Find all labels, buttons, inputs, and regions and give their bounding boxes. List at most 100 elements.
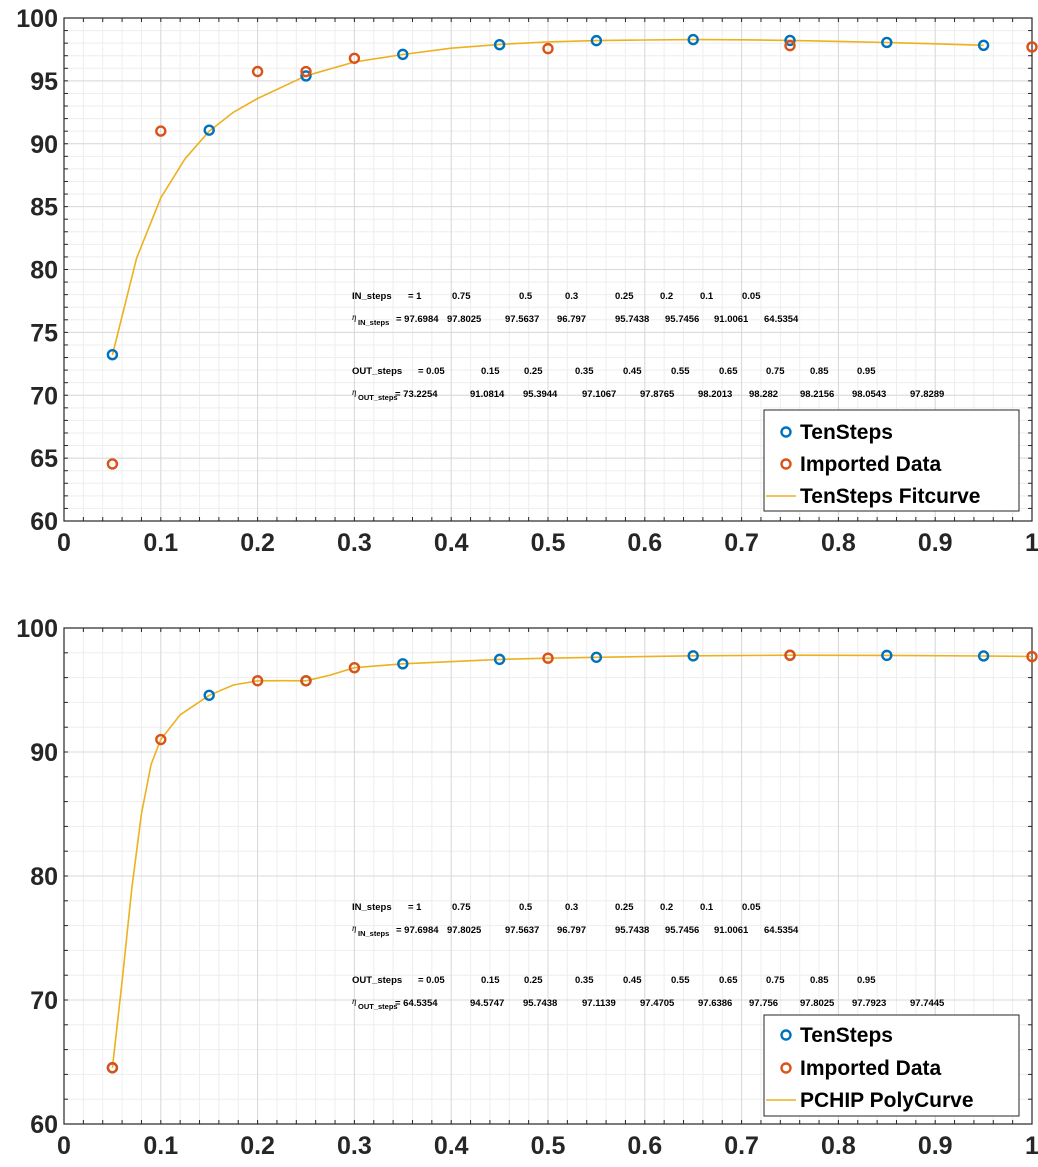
- eta-in-value: 91.0061: [714, 925, 749, 936]
- y-tick-label: 70: [30, 382, 58, 410]
- tensteps-series: [106, 33, 990, 361]
- eta-in-value: 95.7438: [615, 314, 649, 325]
- in-steps-value: 0.5: [519, 291, 533, 302]
- eta-out-value: 97.8025: [800, 998, 835, 1009]
- imported-data-point: [251, 675, 264, 687]
- eta-in-value: 95.7456: [665, 314, 699, 325]
- y-tick-label: 90: [30, 739, 58, 767]
- legend-label: Imported Data: [800, 1057, 942, 1080]
- imported-data-point: [542, 652, 554, 664]
- out-steps-value: 0.75: [766, 366, 785, 377]
- eta-out-value: 97.6386: [698, 998, 732, 1009]
- eta-in-value: 95.7438: [615, 925, 649, 936]
- imported-data-point: [1026, 650, 1038, 663]
- out-steps-value: 0.25: [524, 975, 543, 986]
- in-steps-value: 0.75: [452, 902, 471, 913]
- y-tick-label: 80: [30, 257, 58, 285]
- in-steps-value: 0.1: [700, 291, 714, 302]
- out-steps-value: 0.95: [857, 975, 876, 986]
- in-steps-value: 0.3: [565, 902, 578, 913]
- imported-data-point: [155, 125, 167, 137]
- tensteps-point: [106, 348, 119, 361]
- out-steps-value: = 0.05: [418, 975, 445, 986]
- legend: TenSteps Imported Data PCHIP PolyCurve: [763, 1014, 1020, 1117]
- out-steps-value: 0.55: [671, 975, 690, 986]
- legend-label: PCHIP PolyCurve: [800, 1089, 974, 1112]
- eta-out-value: 91.0814: [470, 389, 505, 400]
- x-tick-label: 1: [1025, 1132, 1038, 1160]
- tensteps-point: [203, 124, 215, 136]
- out-steps-value: 0.85: [810, 975, 829, 986]
- x-tick-label: 0.8: [821, 1132, 856, 1160]
- x-tick-label: 0.4: [434, 529, 469, 557]
- in-steps-value: 0.5: [519, 902, 533, 913]
- x-tick-label: 0.6: [627, 1132, 662, 1160]
- eta-in-value: 95.7456: [665, 925, 699, 936]
- imported-data-point: [155, 733, 167, 746]
- eta-out-value: 97.7445: [910, 998, 945, 1009]
- y-tick-label: 85: [30, 194, 58, 222]
- in-steps-value: 0.25: [615, 291, 634, 302]
- eta-out-value: = 73.2254: [395, 389, 438, 400]
- eta-out-value: 98.282: [749, 389, 778, 400]
- out-steps-label: OUT_steps: [352, 975, 402, 986]
- imported-data-point: [542, 42, 554, 55]
- legend-label: TenSteps Fitcurve: [800, 485, 981, 508]
- y-tick-label: 75: [30, 319, 58, 347]
- eta-in-value: 97.8025: [447, 314, 482, 325]
- eta-in-value: 97.5637: [505, 314, 539, 325]
- eta-in-value: 97.8025: [447, 925, 482, 936]
- x-tick-label: 0.7: [724, 529, 759, 557]
- tensteps-point: [784, 34, 796, 47]
- x-tick-label: 1: [1025, 529, 1038, 557]
- y-tick-label: 90: [30, 131, 58, 159]
- legend-label: TenSteps: [800, 421, 893, 444]
- y-tick-label: 65: [30, 445, 58, 473]
- eta-in-value: 64.5354: [764, 314, 799, 325]
- tensteps-point: [977, 650, 990, 662]
- imported-data-point: [348, 662, 361, 674]
- eta-out-value: 97.756: [749, 998, 778, 1009]
- out-steps-value: 0.15: [481, 975, 500, 986]
- tensteps-point: [687, 33, 699, 46]
- out-steps-value: 0.85: [810, 366, 829, 377]
- eta-out-value: 97.1139: [582, 998, 616, 1009]
- eta-out-value: 98.2013: [698, 389, 732, 400]
- imported-data-point: [348, 52, 361, 64]
- in-steps-label: IN_steps: [352, 902, 392, 913]
- eta-in-value: 91.0061: [714, 314, 749, 325]
- imported-data-point: [300, 65, 312, 78]
- eta-in-value: 96.797: [557, 314, 586, 325]
- eta-in-value: = 97.6984: [396, 314, 439, 325]
- x-tick-label: 0.5: [531, 529, 566, 557]
- imported-data-point: [300, 675, 312, 687]
- eta-in-value: 64.5354: [764, 925, 799, 936]
- chart-bottom: 60 70 80 90 100 0 0.1 0.2 0.3 0.4 0.5 0.6 0.7 0.8 0.9 1…: [16, 615, 1038, 1160]
- legend: TenSteps Imported Data TenSteps Fitcurve: [763, 409, 1020, 512]
- annotation-block: IN_steps = 1 0.75 0.5 0.3 0.25 0.2 0.1 0.05ηIN_s…: [352, 902, 945, 1011]
- eta-in-subscript: IN_steps: [358, 318, 389, 327]
- annotation-block: IN_steps = 1 0.75 0.5 0.3 0.25 0.2 0.1 0.05ηIN_s…: [352, 291, 944, 402]
- eta-out-value: 95.7438: [523, 998, 557, 1009]
- eta-out-value: 97.8765: [640, 389, 675, 400]
- x-tick-label: 0.8: [821, 529, 856, 557]
- legend-marker: [780, 1062, 792, 1074]
- imported-data-point: [106, 458, 119, 470]
- y-tick-label: 80: [30, 863, 58, 891]
- tensteps-point: [300, 70, 312, 82]
- legend-marker: [780, 426, 792, 438]
- out-steps-value: 0.25: [524, 366, 543, 377]
- x-tick-label: 0.9: [918, 1132, 953, 1160]
- y-tick-label: 95: [30, 68, 58, 96]
- imported-data-point: [251, 65, 264, 78]
- out-steps-value: = 0.05: [418, 366, 445, 377]
- legend-box: [763, 1014, 1020, 1117]
- eta-in-value: 97.5637: [505, 925, 539, 936]
- x-tick-label: 0: [57, 1132, 71, 1160]
- eta-out-value: 97.8289: [910, 389, 944, 400]
- tensteps-point: [397, 658, 409, 670]
- in-steps-value: 0.2: [660, 291, 673, 302]
- eta-symbol: η: [352, 312, 357, 322]
- out-steps-value: 0.45: [623, 975, 642, 986]
- legend-box: [763, 409, 1020, 512]
